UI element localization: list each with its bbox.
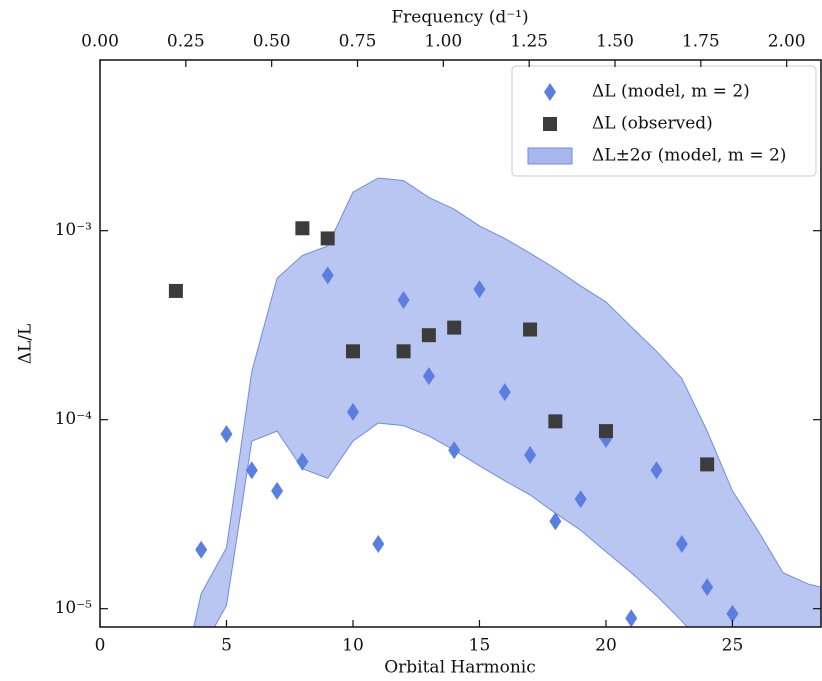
diamond-marker (321, 266, 334, 285)
x-tick-label: 20 (595, 636, 617, 656)
square-marker (396, 344, 411, 359)
square-marker (421, 328, 436, 343)
diamond-marker (498, 383, 511, 402)
square-marker (345, 344, 360, 359)
top-x-tick-label: 2.00 (768, 32, 806, 52)
square-marker (598, 424, 613, 439)
legend-band-swatch (527, 147, 573, 165)
top-axis-label: Frequency (d⁻¹) (391, 8, 528, 28)
top-x-tick-label: 1.00 (424, 32, 462, 52)
diamond-marker (625, 609, 638, 628)
top-x-tick-label: 1.75 (682, 32, 720, 52)
top-x-tick-label: 0.25 (167, 32, 205, 52)
diamond-marker (245, 461, 258, 480)
legend-label: ΔL (model, m = 2) (592, 82, 750, 102)
diamond-marker (650, 461, 663, 480)
diamond-marker (422, 367, 435, 386)
diamond-marker (346, 402, 359, 421)
x-tick-label: 10 (342, 636, 364, 656)
diamond-marker (473, 280, 486, 299)
diamond-marker (701, 578, 714, 597)
legend-box (511, 65, 817, 177)
diamond-marker (271, 481, 284, 500)
square-marker (447, 320, 462, 335)
diamond-marker (372, 534, 385, 553)
diamond-marker (574, 490, 587, 509)
x-axis-label: Orbital Harmonic (384, 658, 536, 678)
square-marker (543, 117, 557, 131)
y-tick-label: 10⁻⁵ (55, 598, 93, 618)
marks-layer (168, 221, 739, 628)
legend-label: ΔL (observed) (592, 114, 713, 134)
diamond-marker (195, 540, 208, 559)
diamond-marker (675, 534, 688, 553)
square-marker (523, 322, 538, 337)
x-tick-label: 15 (469, 636, 491, 656)
y-axis-label: ΔL/L (16, 324, 36, 365)
y-tick-label: 10⁻⁴ (55, 409, 93, 429)
square-marker (295, 221, 310, 236)
square-marker (700, 457, 715, 472)
legend-label: ΔL±2σ (model, m = 2) (592, 146, 786, 166)
x-tick-label: 0 (95, 636, 106, 656)
top-x-tick-label: 0.75 (339, 32, 377, 52)
x-tick-label: 25 (722, 636, 744, 656)
confidence-band (193, 177, 821, 627)
top-x-tick-label: 0.00 (81, 32, 119, 52)
diamond-marker (544, 83, 556, 101)
top-x-tick-label: 0.50 (253, 32, 291, 52)
square-marker (320, 231, 335, 246)
top-x-tick-label: 1.50 (596, 32, 634, 52)
x-tick-label: 5 (221, 636, 232, 656)
diamond-marker (397, 290, 410, 309)
square-marker (168, 283, 183, 298)
diamond-marker (524, 446, 537, 465)
y-tick-label: 10⁻³ (55, 220, 92, 240)
plot-frame (99, 59, 822, 628)
square-marker (548, 414, 563, 429)
diamond-marker (549, 512, 562, 531)
diamond-marker (296, 452, 309, 471)
diamond-marker (726, 604, 739, 623)
diamond-marker (448, 441, 461, 460)
band-layer (193, 177, 821, 627)
diamond-marker (220, 424, 233, 443)
top-x-tick-label: 1.25 (510, 32, 548, 52)
